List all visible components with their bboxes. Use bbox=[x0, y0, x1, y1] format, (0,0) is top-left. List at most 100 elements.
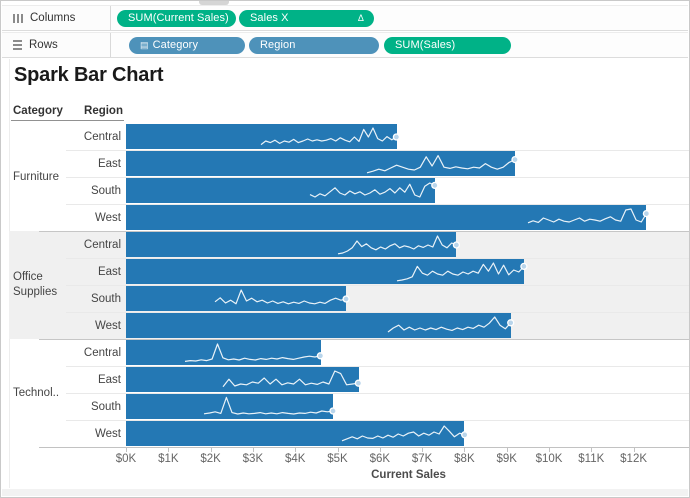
sparkline-central[interactable] bbox=[185, 339, 328, 366]
region-header-west[interactable]: West bbox=[95, 319, 121, 332]
region-header-west[interactable]: West bbox=[95, 427, 121, 440]
bar-furniture-south[interactable] bbox=[126, 178, 435, 203]
rows-shelf: Rows ▤ Category Region SUM(Sales) bbox=[2, 32, 688, 58]
pill-region[interactable]: Region bbox=[249, 37, 379, 54]
x-axis-tick bbox=[633, 447, 635, 452]
sheet-title: Spark Bar Chart bbox=[14, 64, 164, 86]
spark-end-marker bbox=[642, 209, 650, 218]
x-axis-tick-label: $8K bbox=[454, 453, 475, 465]
x-axis-tick bbox=[422, 447, 424, 452]
sparkline-central[interactable] bbox=[337, 231, 464, 258]
region-header-south[interactable]: South bbox=[90, 400, 121, 413]
row-separator bbox=[66, 177, 689, 178]
pane-separator bbox=[39, 231, 689, 232]
pill-sales-x[interactable]: Sales X Δ bbox=[239, 10, 374, 27]
x-axis-tick-label: $5K bbox=[327, 453, 348, 465]
x-axis-tick bbox=[295, 447, 297, 452]
region-header-central[interactable]: Central bbox=[83, 238, 121, 251]
columns-shelf-label: Columns bbox=[2, 6, 111, 30]
category-header-furniture[interactable]: Furniture bbox=[13, 170, 60, 183]
rows-shelf-title: Rows bbox=[29, 39, 58, 51]
sparkline-south[interactable] bbox=[204, 393, 341, 420]
x-axis-tick-label: $7K bbox=[411, 453, 433, 465]
x-axis-tick-label: $2K bbox=[200, 453, 221, 465]
x-axis-tick bbox=[379, 447, 381, 452]
rows-icon bbox=[13, 40, 22, 50]
region-header-west[interactable]: West bbox=[95, 211, 121, 224]
bar-office-supplies-east[interactable] bbox=[126, 259, 524, 284]
spark-end-marker bbox=[431, 181, 439, 190]
sparkline-central[interactable] bbox=[261, 123, 404, 150]
x-axis-tick bbox=[168, 447, 170, 452]
sparkline-west[interactable] bbox=[527, 204, 654, 231]
bar-technology-central[interactable] bbox=[126, 340, 321, 365]
x-axis-tick bbox=[591, 447, 593, 452]
bar-furniture-central[interactable] bbox=[126, 124, 397, 149]
spark-end-marker bbox=[329, 407, 337, 415]
sparkline-south[interactable] bbox=[214, 285, 354, 312]
bar-office-supplies-south[interactable] bbox=[126, 286, 346, 311]
region-header-south[interactable]: South bbox=[90, 184, 121, 197]
pill-category[interactable]: ▤ Category bbox=[129, 37, 245, 54]
x-axis-tick bbox=[549, 447, 550, 452]
region-header-east[interactable]: East bbox=[97, 373, 121, 386]
region-header-central[interactable]: Central bbox=[83, 346, 121, 359]
region-header-south[interactable]: South bbox=[90, 292, 121, 305]
hierarchy-icon: ▤ bbox=[140, 40, 149, 50]
row-separator bbox=[66, 420, 689, 421]
bar-office-supplies-west[interactable] bbox=[126, 313, 511, 338]
column-header-category[interactable]: Category bbox=[13, 105, 63, 117]
x-axis-tick-label: $0K bbox=[115, 453, 137, 465]
columns-shelf: Columns SUM(Current Sales) Sales X Δ bbox=[2, 5, 688, 31]
spark-end-marker bbox=[342, 295, 350, 303]
spark-end-marker bbox=[393, 133, 401, 141]
pill-sum-sales[interactable]: SUM(Sales) bbox=[384, 37, 511, 54]
bar-furniture-west[interactable] bbox=[126, 205, 647, 230]
columns-icon bbox=[13, 13, 23, 23]
pill-sum-current-sales[interactable]: SUM(Current Sales) bbox=[117, 10, 236, 27]
row-separator bbox=[66, 393, 689, 394]
spark-end-marker bbox=[452, 241, 460, 249]
region-header-central[interactable]: Central bbox=[83, 130, 121, 143]
category-header-technology[interactable]: Technol.. bbox=[13, 386, 60, 399]
x-axis-tick bbox=[506, 447, 508, 452]
region-header-east[interactable]: East bbox=[97, 157, 121, 170]
row-separator bbox=[66, 204, 689, 205]
sparkline-west[interactable] bbox=[341, 420, 473, 447]
window-tab-stub bbox=[199, 1, 229, 5]
sparkline-east[interactable] bbox=[396, 258, 532, 285]
x-axis-tick-label: $11K bbox=[578, 453, 605, 465]
x-axis-tick bbox=[464, 447, 466, 452]
bar-technology-east[interactable] bbox=[126, 367, 359, 392]
row-separator bbox=[66, 150, 689, 151]
sparkline-west[interactable] bbox=[387, 312, 519, 339]
bar-office-supplies-central[interactable] bbox=[126, 232, 456, 257]
spark-end-marker bbox=[511, 155, 519, 164]
column-header-region[interactable]: Region bbox=[84, 105, 123, 117]
x-axis-tick-label: $4K bbox=[284, 453, 306, 465]
delta-icon: Δ bbox=[357, 13, 364, 23]
x-axis-tick bbox=[337, 447, 339, 452]
x-axis-tick bbox=[126, 447, 127, 452]
spark-end-marker bbox=[519, 262, 528, 271]
row-separator bbox=[66, 312, 689, 313]
sparkline-east[interactable] bbox=[222, 366, 366, 393]
x-axis-tick-label: $1K bbox=[158, 453, 179, 465]
region-header-east[interactable]: East bbox=[97, 265, 121, 278]
rows-shelf-label: Rows bbox=[2, 33, 111, 57]
x-axis-tick bbox=[252, 447, 254, 452]
category-header-office-supplies[interactable]: Office Supplies bbox=[13, 271, 58, 298]
window-bottom-strip bbox=[2, 489, 688, 496]
row-separator bbox=[66, 258, 689, 259]
x-axis-tick-label: $3K bbox=[242, 453, 264, 465]
bar-furniture-east[interactable] bbox=[126, 151, 516, 176]
x-axis-tick-label: $6K bbox=[369, 453, 391, 465]
x-axis-line bbox=[39, 447, 689, 448]
sparkline-south[interactable] bbox=[309, 177, 443, 204]
spark-end-marker bbox=[316, 352, 325, 360]
x-axis-tick bbox=[210, 447, 212, 452]
sparkline-east[interactable] bbox=[366, 150, 523, 177]
x-axis-tick-label: $9K bbox=[496, 453, 517, 465]
spark-end-marker bbox=[507, 319, 515, 327]
